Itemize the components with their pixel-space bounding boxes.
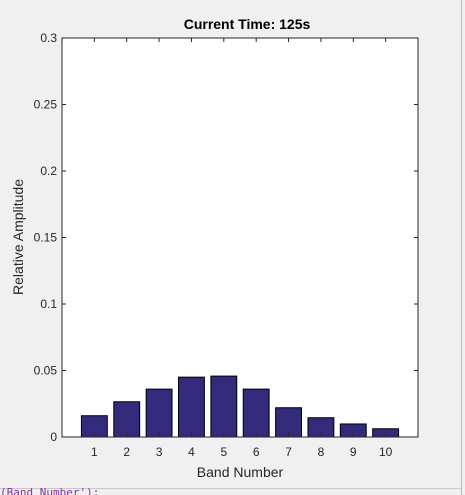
y-tick-label: 0.2 [40,164,57,178]
x-tick-label: 10 [379,445,393,459]
y-ticks-group: 0 0.05 0.1 0.15 0.2 0.25 0.3 [34,31,418,444]
bar-2 [113,401,141,438]
window-edge [461,0,462,495]
x-tick-label: 9 [350,445,357,459]
x-ticks-group: 1 2 3 4 5 6 7 8 9 10 [91,38,393,459]
y-tick-label: 0.3 [40,31,57,45]
code-editor-partial-line: (Band Number'); [0,487,100,495]
bars-group [80,375,400,438]
x-tick-label: 7 [285,445,292,459]
x-tick-label: 8 [318,445,325,459]
x-tick-label: 2 [123,445,130,459]
bar-4 [178,376,205,438]
x-tick-label: 6 [253,445,260,459]
x-tick-label: 5 [220,445,227,459]
y-tick-label: 0.1 [40,297,57,311]
bar-7 [275,407,302,438]
plot-area [62,38,418,437]
y-tick-label: 0.25 [34,98,58,112]
x-tick-label: 3 [156,445,163,459]
x-tick-label: 4 [188,445,195,459]
x-axis-label: Band Number [197,464,284,480]
bar-6 [242,388,270,438]
y-tick-label: 0 [50,430,57,444]
y-tick-label: 0.15 [34,231,58,245]
bar-3 [145,388,173,438]
axes-box [61,37,419,438]
y-axis-label: Relative Amplitude [10,179,26,295]
window-bottom-edge [0,488,462,489]
chart-title: Current Time: 125s [184,16,311,32]
bar-5 [210,375,238,438]
y-tick-label: 0.05 [34,364,58,378]
x-tick-label: 1 [91,445,98,459]
